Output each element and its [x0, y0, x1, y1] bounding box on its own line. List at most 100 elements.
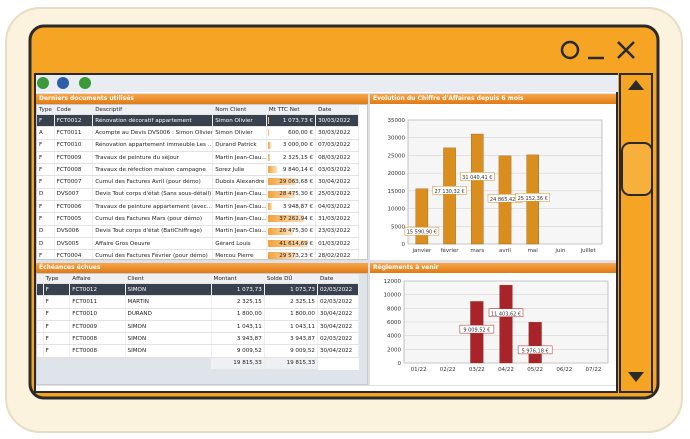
data-bar	[267, 141, 271, 149]
table-row[interactable]: F FCT0012 SIMON 1 073,73 1 073,73 02/03/2022	[37, 283, 359, 297]
table-row[interactable]: F FCT0006 Travaux de peinture appartement …	[37, 200, 359, 214]
value-label-box	[404, 226, 440, 236]
data-bar	[267, 203, 272, 211]
tool-button[interactable]	[79, 77, 91, 89]
table-row[interactable]: F FCT0007 Cumul des Factures Avril (pour d…	[37, 175, 359, 189]
cell: D	[37, 188, 55, 202]
y-tick-label: 25000	[388, 153, 406, 159]
amount-cell: 37 262,94 €	[266, 212, 317, 226]
cell: F	[37, 200, 55, 214]
value-label: 15 590,90 €	[407, 230, 437, 236]
cell-text: 1 073,73 €	[282, 117, 314, 124]
cell: FCT0010	[54, 139, 94, 152]
x-tick-label: 02/22	[440, 367, 456, 373]
value-label-box	[515, 193, 550, 202]
cell: SIMON	[125, 283, 212, 297]
panel-title: Evolution du Chiffre d'Affaires depuis 6…	[370, 94, 616, 104]
cell: DVS007	[54, 188, 94, 202]
close-button[interactable]	[617, 41, 635, 59]
y-tick-label: 0	[402, 242, 406, 248]
y-tick-label: 5000	[391, 224, 405, 230]
cell-text: 3 000,00 €	[282, 142, 314, 149]
table-row[interactable]: F FCT0012 Rénovation décoratif appartement…	[37, 114, 359, 128]
cell: 08/03/2022	[315, 151, 359, 165]
y-tick-label: 4000	[387, 334, 401, 340]
amount-cell: 28 475,30 €	[266, 188, 317, 202]
bar	[528, 322, 542, 364]
cell: F	[43, 332, 71, 346]
cell: Simon Olivier	[212, 114, 267, 128]
scroll-down[interactable]	[628, 372, 644, 382]
cell: 07/03/2022	[315, 139, 359, 152]
row-indicator	[37, 332, 44, 346]
cell: Simon Olivier	[212, 126, 267, 140]
table-row[interactable]: F FCT0008 SIMON 3 943,87 3 943,87 02/03/2022	[37, 332, 359, 346]
cell: Travaux de peinture appartement (avec...	[92, 200, 214, 214]
cell: 1 800,00	[264, 308, 319, 321]
empty-cell	[125, 357, 212, 370]
column-header: Code	[54, 105, 94, 115]
table-row[interactable]: A FCT0011 Acompte au Devis DVS006 : Simon …	[37, 126, 359, 140]
cell: F	[43, 295, 71, 309]
row-indicator	[37, 308, 44, 321]
cell: 1 800,00	[211, 308, 265, 321]
cell: F	[37, 175, 55, 189]
cell: Gérard Louis	[212, 237, 267, 251]
window-button[interactable]	[560, 40, 580, 60]
y-tick-label: 30000	[388, 136, 406, 142]
cell: 9 009,52	[264, 344, 319, 358]
cell: F	[37, 151, 55, 165]
cell: D	[37, 237, 55, 251]
cell-text: 3 948,87 €	[282, 203, 314, 210]
table-row[interactable]: F FCT0008 SIMON 9 009,52 9 009,52 30/04/2022	[37, 344, 359, 358]
cell: MARTIN	[125, 295, 212, 309]
cell: 31/03/2022	[315, 212, 359, 226]
data-bar	[267, 239, 308, 247]
cell: 30/04/2022	[315, 175, 359, 189]
column-header: Descriptif	[92, 105, 214, 115]
table-row[interactable]: D DVS007 Devis Tout corps d'état (Sans sou…	[37, 188, 359, 202]
table-row[interactable]: F FCT0011 MARTIN 2 325,15 2 325,15 02/03/2022	[37, 295, 359, 309]
cell: 02/03/2022	[317, 332, 359, 346]
table-row[interactable]: F FCT0004 Cumul des Factures Février (pour…	[37, 249, 359, 259]
cell: FCT0010	[69, 308, 126, 321]
data-bar	[267, 129, 269, 137]
table-row[interactable]: F FCT0010 DURAND 1 800,00 1 800,00 30/04/2022	[37, 308, 359, 321]
cell: 30/03/2022	[315, 126, 359, 140]
amount-cell: 3 948,87 €	[266, 200, 317, 214]
table-row[interactable]: F FCT0009 SIMON 1 043,11 1 043,11 30/04/2022	[37, 320, 359, 334]
cell: F	[43, 344, 71, 358]
y-tick-label: 10000	[388, 207, 406, 213]
x-tick-label: mai	[528, 248, 539, 254]
x-tick-label: avril	[499, 248, 511, 254]
tool-button[interactable]	[57, 77, 69, 89]
cell: 02/03/2022	[317, 295, 359, 309]
table-row[interactable]: F FCT0005 Cumul des Factures Mars (pour dé…	[37, 212, 359, 226]
y-tick-label: 15000	[388, 189, 406, 195]
tool-button[interactable]	[37, 77, 49, 89]
table-row[interactable]: D DVS006 Devis Tout corps d'état (BatiChif…	[37, 225, 359, 238]
table-row[interactable]: F FCT0010 Rénovation appartement immeuble …	[37, 139, 359, 152]
cell: FCT0012	[54, 114, 94, 128]
y-tick-label: 8000	[387, 306, 401, 312]
cell: SIMON	[125, 320, 212, 334]
header-row: Type Code Descriptif Nom Client Mt TTC Net Da…	[37, 105, 359, 115]
cell: 1 073,73	[211, 283, 265, 297]
scroll-thumb[interactable]	[621, 142, 653, 196]
panel-title: Règlements à venir	[370, 263, 616, 273]
cell: Travaux de peinture du séjour	[92, 151, 214, 165]
data-bar	[267, 190, 296, 198]
data-bar	[267, 227, 294, 235]
scroll-up[interactable]	[628, 80, 644, 90]
cell: Mercou Pierre	[212, 249, 267, 259]
cell: FCT0005	[54, 212, 94, 226]
cell: FCT0012	[69, 283, 126, 297]
table-row[interactable]: D DVS005 Affaire Gros Oeuvre Gérard Louis 41…	[37, 237, 359, 251]
table-row[interactable]: F FCT0009 Travaux de peinture du séjour Mar…	[37, 151, 359, 165]
row-indicator	[37, 274, 44, 284]
table-row[interactable]: F FCT0008 Travaux de réfection maison camp…	[37, 163, 359, 177]
cell: SIMON	[125, 332, 212, 346]
cell: 03/03/2022	[315, 163, 359, 177]
cell: F	[43, 308, 71, 321]
row-indicator	[37, 295, 44, 309]
